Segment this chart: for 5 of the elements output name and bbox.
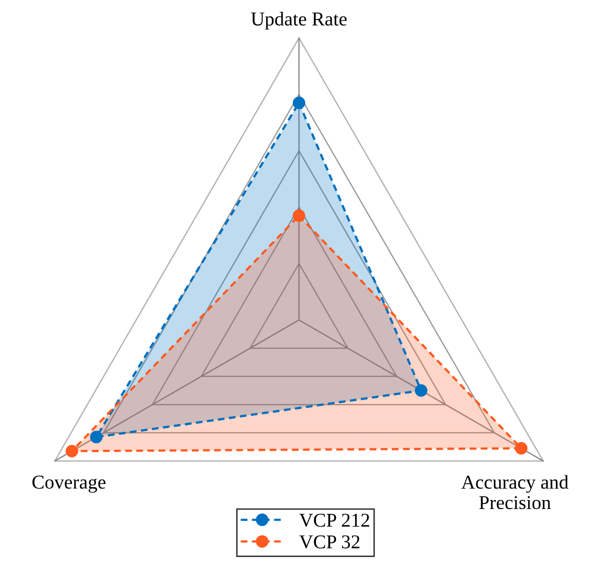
legend-label: VCP 32 <box>299 535 360 549</box>
spoke-label: Update Rate <box>251 12 347 30</box>
spoke-label: Coverage <box>32 476 106 493</box>
spoke-label: Accuracy and Precision <box>461 475 568 510</box>
legend-label: VCP 212 <box>299 514 370 527</box>
